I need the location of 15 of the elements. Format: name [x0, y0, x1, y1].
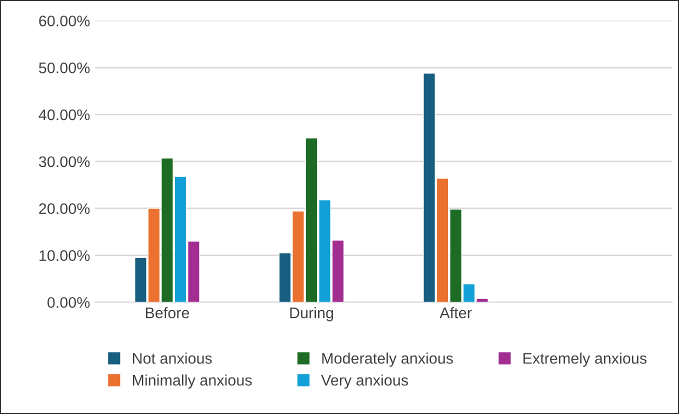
legend-label: Moderately anxious — [322, 352, 453, 367]
legend-label: Very anxious — [321, 374, 408, 389]
y-tick-label: 10.00% — [40, 250, 90, 261]
x-tick-label: During — [290, 307, 334, 322]
y-tick-label: 0.00% — [47, 297, 90, 308]
y-tick-label: 60.00% — [39, 16, 90, 26]
y-tick-label: 50.00% — [38, 62, 90, 74]
y-tick-label: 40.00% — [38, 109, 90, 120]
x-tick-label: After — [440, 307, 472, 318]
y-tick-label: 20.00% — [39, 203, 90, 214]
y-tick-label: 30.00% — [38, 156, 90, 168]
x-tick-label: Before — [146, 307, 190, 318]
legend-label: Extremely anxious — [524, 352, 647, 367]
legend-label: Not anxious — [132, 352, 212, 364]
legend-label: Minimally anxious — [132, 374, 252, 389]
